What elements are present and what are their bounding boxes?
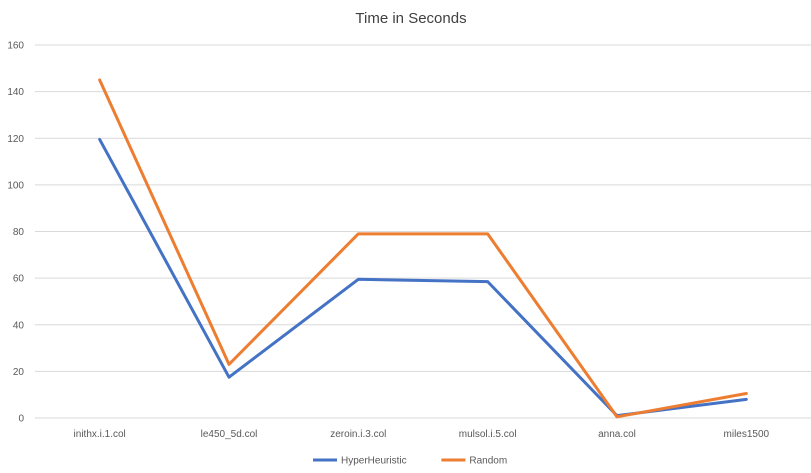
- legend: HyperHeuristic Random: [313, 456, 507, 467]
- y-tick-label: 40: [13, 320, 25, 331]
- y-tick-label: 60: [13, 274, 25, 285]
- x-axis-ticks: inithx.i.1.col le450_5d.col zeroin.i.3.col…: [74, 429, 770, 440]
- y-tick-label: 120: [7, 134, 24, 145]
- x-tick-label: anna.col: [598, 429, 636, 440]
- y-tick-label: 100: [7, 180, 24, 191]
- x-tick-label: miles1500: [724, 429, 770, 440]
- legend-label: HyperHeuristic: [341, 456, 407, 467]
- chart-title: Time in Seconds: [355, 10, 466, 27]
- y-tick-label: 80: [13, 227, 25, 238]
- gridlines: [35, 44, 811, 419]
- y-tick-label: 20: [13, 367, 25, 378]
- x-tick-label: le450_5d.col: [201, 429, 258, 440]
- x-tick-label: zeroin.i.3.col: [330, 429, 386, 440]
- y-tick-label: 140: [7, 87, 24, 98]
- series-line-hyperheuristic: [98, 137, 748, 418]
- y-tick-label: 160: [7, 41, 24, 52]
- legend-label: Random: [469, 456, 507, 467]
- series-lines: [98, 78, 748, 419]
- x-tick-label: mulsol.i.5.col: [459, 429, 517, 440]
- y-tick-label: 0: [18, 414, 24, 425]
- series-line-random: [98, 78, 748, 419]
- x-tick-label: inithx.i.1.col: [74, 429, 126, 440]
- y-axis-ticks: 0 20 40 60 80 100 120 140 160: [7, 41, 24, 425]
